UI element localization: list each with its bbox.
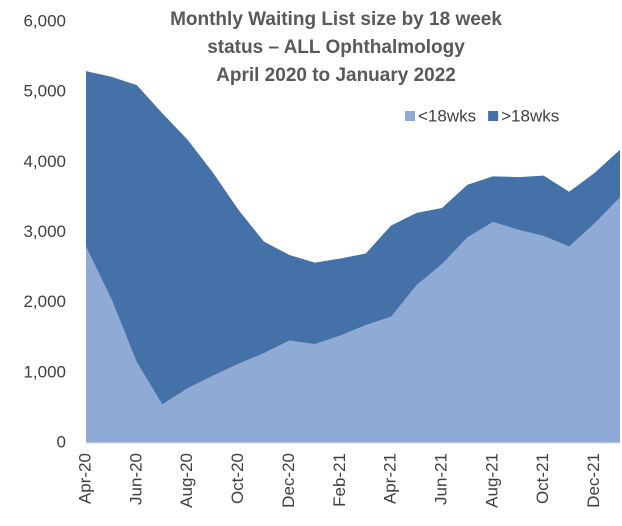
legend-swatch [488,111,499,121]
area [86,71,620,405]
x-tick-label: Feb-21 [330,453,349,507]
y-tick-label: 6,000 [23,11,66,30]
chart-title: April 2020 to January 2022 [216,65,456,86]
chart-title: status – ALL Ophthalmology [207,37,465,58]
x-tick-label: Jun-21 [431,453,450,505]
legend-label: >18wks [501,106,559,125]
x-tick-label: Apr-21 [381,453,400,504]
x-tick-label: Oct-21 [533,453,552,504]
x-tick-label: Aug-20 [177,453,196,508]
x-tick-label: Dec-21 [584,453,603,508]
y-tick-label: 0 [57,432,66,451]
x-tick-label: Dec-20 [279,453,298,508]
legend-swatch [405,111,415,121]
chart-title: Monthly Waiting List size by 18 week [170,9,502,30]
x-tick-label: Apr-20 [75,453,94,504]
y-tick-label: 3,000 [23,222,66,241]
x-tick-label: Oct-20 [228,453,247,504]
legend-label: <18wks [418,106,476,125]
x-tick-label: Jun-20 [126,453,145,505]
y-tick-label: 4,000 [23,152,66,171]
x-tick-label: Aug-21 [482,453,501,508]
y-tick-label: 5,000 [23,82,66,101]
area [86,197,620,443]
y-tick-label: 2,000 [23,292,66,311]
y-tick-label: 1,000 [23,362,66,381]
